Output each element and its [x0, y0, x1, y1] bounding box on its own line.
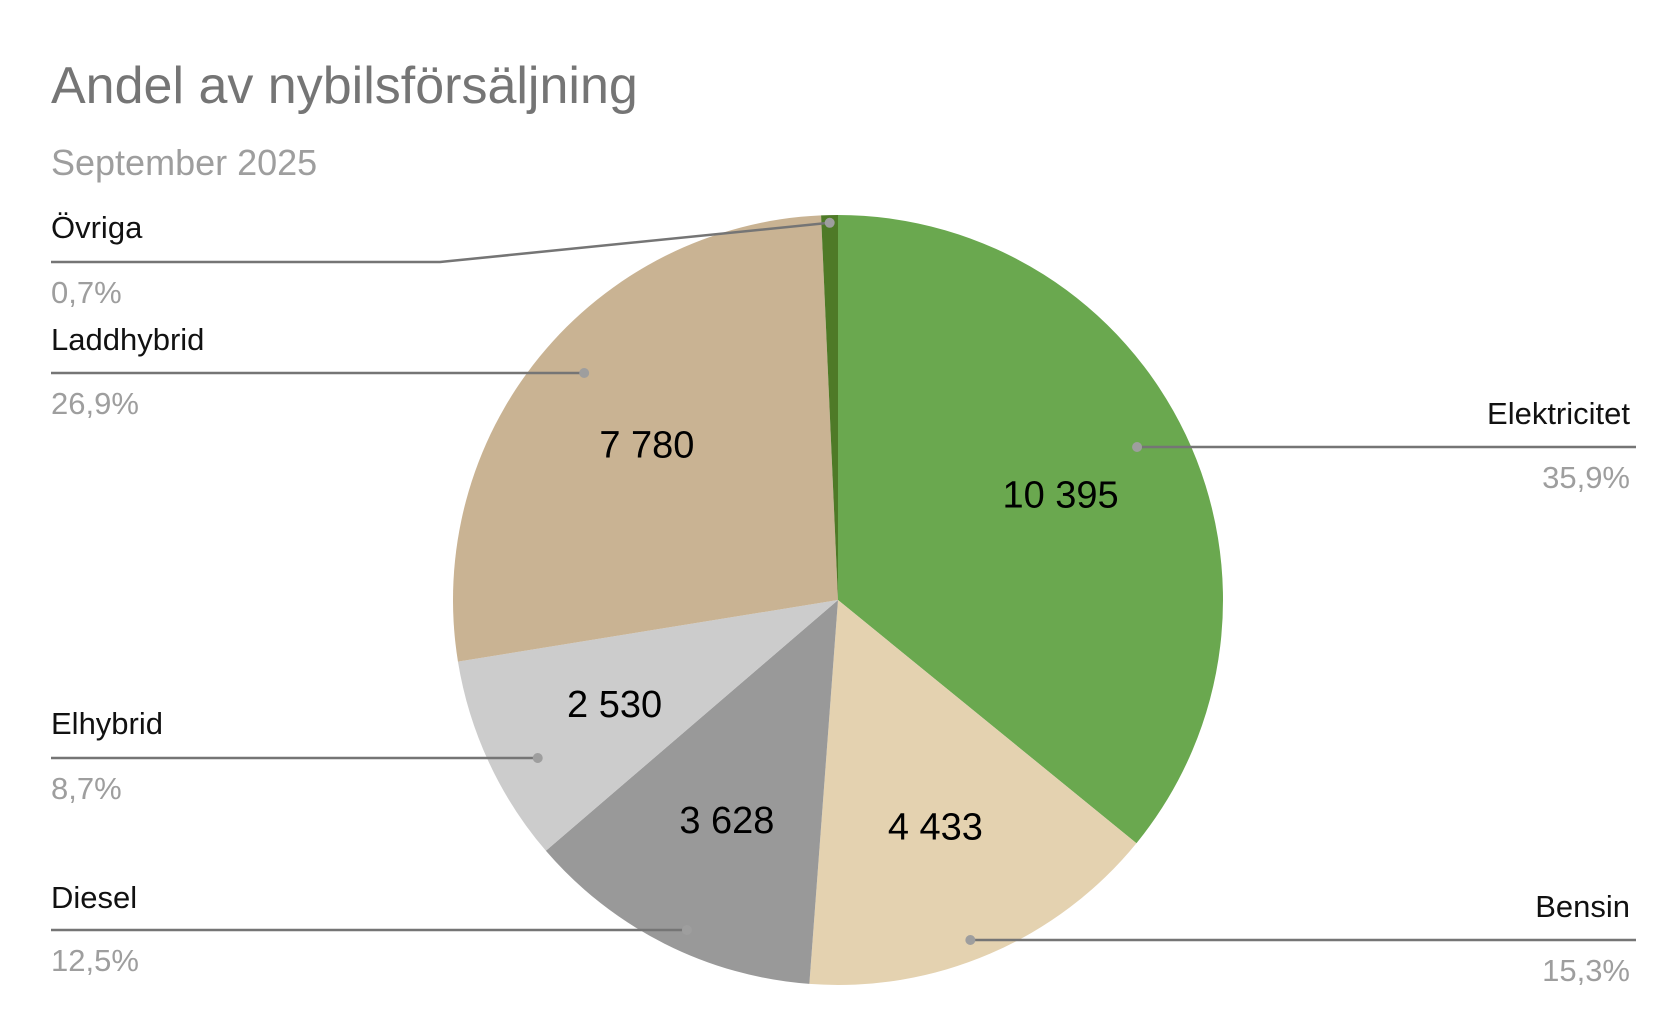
chart-title: Andel av nybilsförsäljning: [51, 57, 638, 115]
slice-value-labels: 10 395 4 433 3 628 2 530 7 780: [567, 424, 1119, 848]
pie-slice-elektricitet: [838, 215, 1223, 844]
legend-name-elektricitet: Elektricitet: [1487, 396, 1630, 431]
legend-leader-dot-elhybrid: [532, 753, 543, 763]
legend-percent-elhybrid: 8,7%: [51, 771, 122, 806]
legend-name-diesel: Diesel: [51, 880, 137, 915]
legend-name-elhybrid: Elhybrid: [51, 706, 163, 741]
legend-leader-dot-ovriga: [824, 217, 835, 228]
slice-value-label-laddhybrid: 7 780: [599, 424, 694, 466]
legend-percent-ovriga: 0,7%: [51, 275, 122, 310]
legend-percent-laddhybrid: 26,9%: [51, 386, 139, 421]
legend-leader-dot-bensin: [965, 935, 976, 945]
legend-percent-elektricitet: 35,9%: [1542, 460, 1630, 495]
pie-slice-laddhybrid: [453, 215, 838, 662]
legend-name-laddhybrid: Laddhybrid: [51, 322, 204, 357]
chart-subtitle: September 2025: [51, 142, 317, 183]
slice-value-label-elhybrid: 2 530: [567, 684, 662, 726]
pie-slice-bensin: [809, 600, 1137, 985]
pie-slice-ovriga: [821, 215, 838, 600]
legend-name-ovriga: Övriga: [51, 210, 143, 245]
slice-value-label-bensin: 4 433: [888, 806, 983, 848]
legend-leaders: Elektricitet 35,9% Bensin 15,3% Diesel 12,5% E…: [51, 210, 1636, 988]
legend-leader-dot-elektricitet: [1132, 442, 1143, 452]
slice-value-label-diesel: 3 628: [679, 800, 774, 842]
legend-name-bensin: Bensin: [1535, 889, 1630, 924]
legend-percent-diesel: 12,5%: [51, 943, 139, 978]
legend-leader-ovriga: [51, 221, 830, 264]
slice-value-label-elektricitet: 10 395: [1002, 474, 1118, 516]
legend-leader-dot-diesel: [681, 925, 692, 935]
pie-slices: [453, 215, 1223, 985]
legend-percent-bensin: 15,3%: [1542, 953, 1630, 988]
legend-leader-dot-laddhybrid: [579, 368, 590, 378]
pie-slice-diesel: [545, 600, 838, 984]
pie-slice-elhybrid: [457, 600, 838, 851]
